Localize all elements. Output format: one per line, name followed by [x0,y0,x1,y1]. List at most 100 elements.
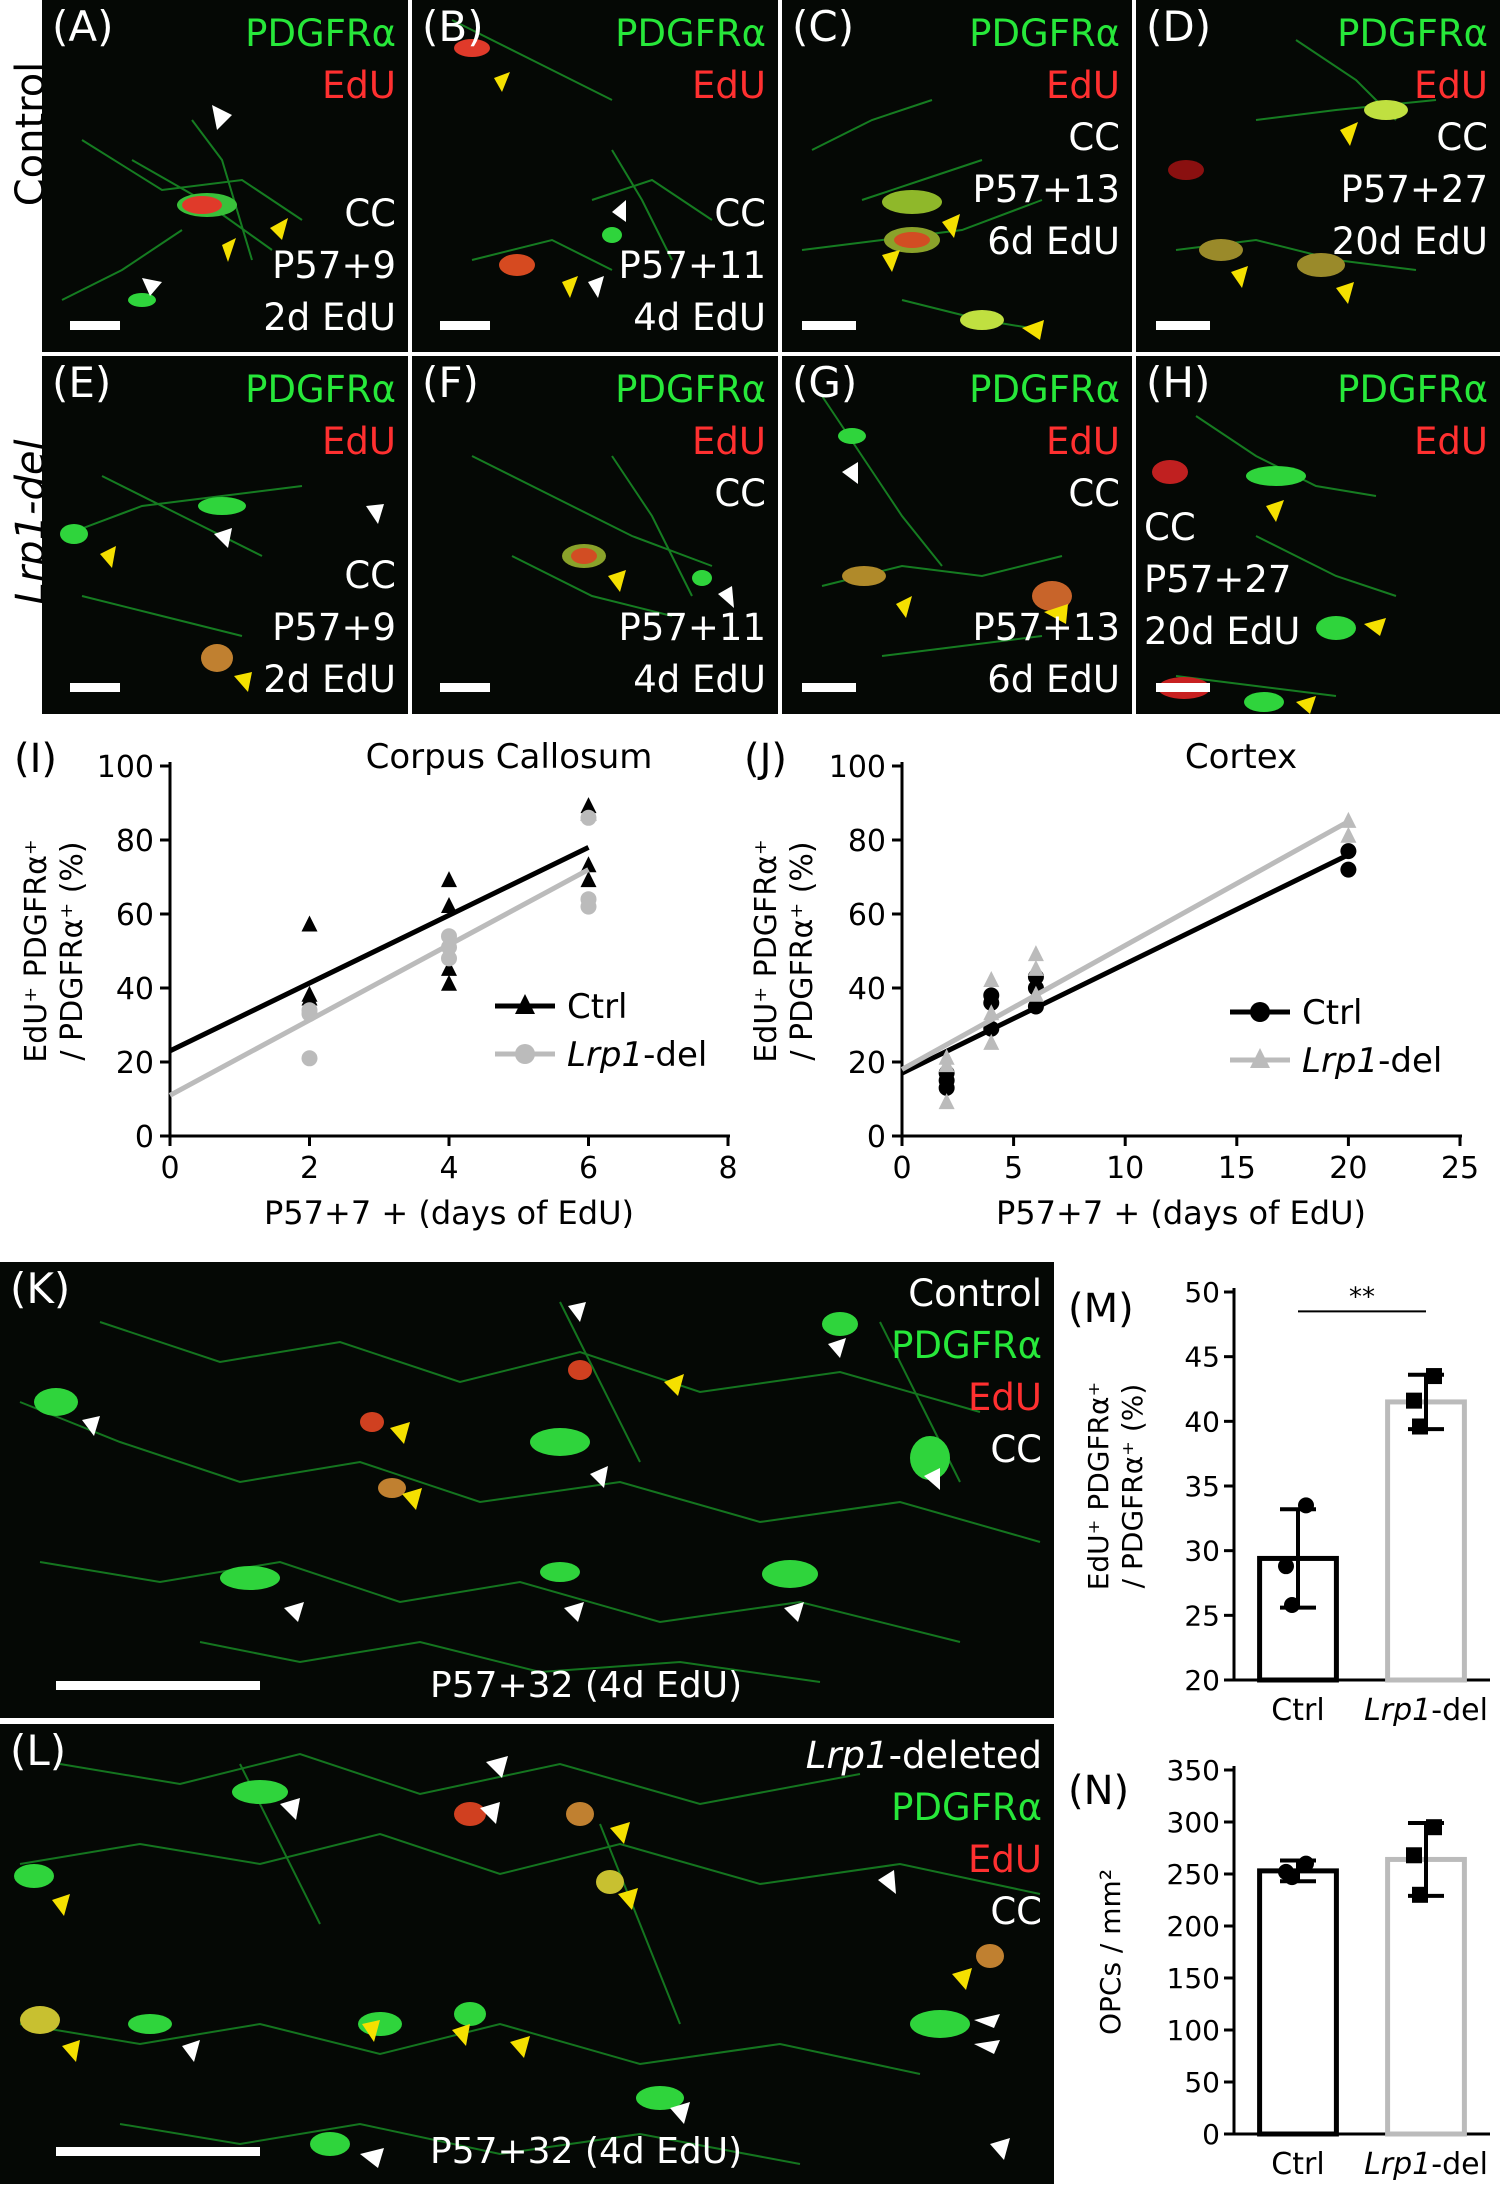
y-tick-label: 150 [1167,1962,1220,1995]
bar-group-ctrl [1257,1855,1339,2137]
y-tick-label: 350 [1167,1754,1220,1787]
legend-label: Lrp1-del [567,1035,707,1075]
y-tick-label: 20 [848,1046,886,1081]
cell-image [821,395,1072,657]
stain-labels-a: PDGFRα EdU [245,8,396,112]
stain-edu: EdU [322,64,396,107]
y-axis-label-line1: OPCs / mm² [1094,1869,1127,2035]
category-label: Lrp1-del [1364,2147,1488,2182]
y-axis-label-line2: / PDGFRα⁺ (%) [785,841,820,1060]
micrograph-panel-k: (K) Control PDGFRα EdU CC P57+32 (4d EdU… [0,1262,1054,1718]
data-point [1426,1819,1442,1836]
y-tick-label: 80 [848,824,886,859]
y-tick-label: 0 [867,1120,886,1155]
y-tick-label: 300 [1167,1806,1220,1839]
y-axis-label: EdU⁺ PDGFRα⁺ / PDGFRα⁺ (%) [1082,1382,1149,1591]
condition-labels-a: CC P57+9 2d EdU [263,192,396,339]
significance-label: ** [1349,1282,1375,1312]
condition-labels-e: CC P57+9 2d EdU [263,554,396,701]
data-point [983,971,1000,987]
cell-image [19,1301,1041,1683]
legend-label: Lrp1-del [1302,1041,1442,1081]
micrograph-panel-h: (H) PDGFRα EdU CC P57+27 20d EdU [1136,356,1500,714]
data-point [938,1079,955,1096]
cell-image [471,455,734,617]
legend-marker [515,994,535,1014]
y-tick-label: 250 [1167,1858,1220,1891]
bar-chart-opc-density: (N) 0 50 100 150 200 250 300 350 OPCs / mm² Ctrl Lr… [1068,1754,1490,2182]
panel-label-c: (C) [792,2,855,51]
scatter-chart-corpus-callosum: (I) Corpus Callosum 0 20 40 60 80 100 0 2 4 6 8 P57+7… [14,736,738,1232]
data-point [1340,861,1357,878]
y-tick-label: 50 [1184,1276,1220,1309]
series-lrp1-del [168,809,597,1098]
legend-label: Ctrl [567,987,628,1027]
panel-label-l: (L) [10,1726,67,1775]
panel-label-g: (G) [792,358,858,407]
y-tick-label: 20 [1184,1664,1220,1697]
y-axis-label-line2: / PDGFRα⁺ (%) [1116,1384,1149,1589]
data-point [580,856,597,873]
y-tick-label: 40 [1184,1405,1220,1438]
condition-labels-f: P57+11 4d EdU [618,606,766,701]
scale-bar [802,683,856,692]
data-point [1340,811,1357,828]
bar-group-lrp1-del [1385,1368,1467,1683]
cell-image [801,99,1044,340]
series-lrp1-del [900,811,1357,1110]
chart-title: Corpus Callosum [366,737,653,777]
x-tick-label: 20 [1329,1151,1367,1186]
data-point [1406,1847,1422,1864]
micrograph-panel-g: (G) PDGFRα EdU CC P57+13 6d EdU [782,356,1132,714]
x-tick-label: 10 [1106,1151,1144,1186]
data-point [1340,843,1357,860]
micrograph-panel-c: (C) PDGFRα EdU CC P57+13 6d EdU [782,0,1132,352]
x-tick-label: 2 [300,1151,319,1186]
data-point [301,915,318,932]
scale-bar [802,321,856,330]
y-axis-label-line2: / PDGFRα⁺ (%) [55,841,90,1060]
data-point [938,1056,955,1073]
y-tick-label: 0 [1202,2118,1220,2151]
x-tick-label: 6 [579,1151,598,1186]
data-point [1412,1418,1428,1435]
data-point [580,898,597,915]
category-label: Lrp1-del [1364,1693,1488,1728]
cell-image [61,105,303,307]
x-tick-label: 15 [1218,1151,1256,1186]
micrograph-panel-d: (D) PDGFRα EdU CC P57+27 20d EdU [1136,0,1500,352]
micrograph-panel-f: (F) PDGFRα EdU CC P57+11 4d EdU [412,356,778,714]
data-point [1027,985,1044,1002]
bar-group-lrp1-del [1385,1819,1467,2137]
panel-label-k: (K) [10,1264,71,1313]
stain-labels-b: PDGFRα EdU [615,12,766,107]
stain-pdgfra: PDGFRα [245,12,396,55]
category-label: Ctrl [1271,2147,1324,2182]
data-point [1406,1392,1422,1409]
panel-label-e: (E) [52,358,112,407]
category-label: Ctrl [1271,1693,1324,1728]
y-tick-label: 100 [97,750,154,785]
panel-label-f: (F) [422,358,479,407]
bar-group-ctrl [1257,1497,1339,1683]
data-point [441,974,457,991]
scatter-chart-cortex: (J) Cortex 0 20 40 60 80 100 0 5 10 15 20 25 P57+7 + (… [744,736,1479,1232]
stain-labels-f: PDGFRα EdU CC [615,368,766,515]
x-tick-label: 0 [160,1151,179,1186]
y-tick-label: 0 [135,1120,154,1155]
condition-caption-l: P57+32 (4d EdU) [430,2131,743,2172]
scale-bar [440,683,490,692]
data-point [983,1033,1000,1050]
condition-labels-b: CC P57+11 4d EdU [618,192,766,339]
data-point [441,871,457,888]
data-point [441,897,457,913]
y-axis-label: EdU⁺ PDGFRα⁺ / PDGFRα⁺ (%) [749,839,820,1062]
scale-bar [56,2147,260,2156]
data-point [580,871,597,888]
fit-line [900,852,1350,1076]
scale-bar [56,1681,260,1690]
scale-bar [440,321,490,330]
x-tick-label: 8 [718,1151,737,1186]
condition-labels-h: CC P57+27 20d EdU [1144,506,1301,653]
x-axis-label: P57+7 + (days of EdU) [264,1194,634,1232]
